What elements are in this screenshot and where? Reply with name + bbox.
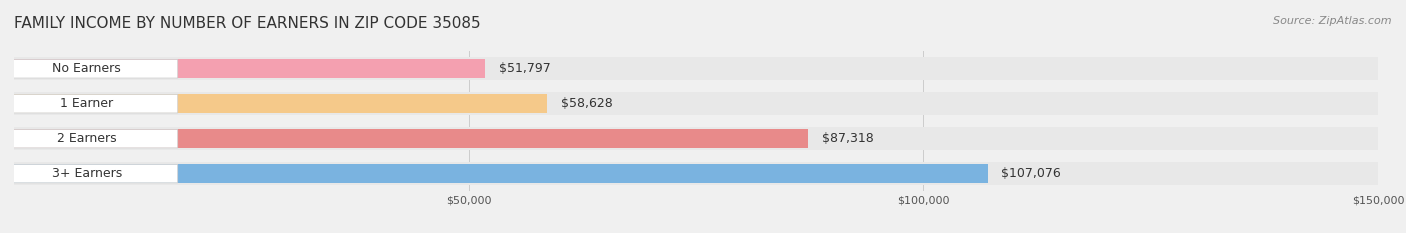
Text: FAMILY INCOME BY NUMBER OF EARNERS IN ZIP CODE 35085: FAMILY INCOME BY NUMBER OF EARNERS IN ZI…	[14, 16, 481, 31]
Text: $51,797: $51,797	[499, 62, 550, 75]
Bar	[14, 127, 1378, 150]
Bar	[14, 59, 485, 78]
Text: $58,628: $58,628	[561, 97, 613, 110]
Bar	[14, 162, 1378, 185]
FancyBboxPatch shape	[0, 59, 177, 78]
Text: 2 Earners: 2 Earners	[58, 132, 117, 145]
Text: $107,076: $107,076	[1001, 167, 1062, 180]
FancyBboxPatch shape	[0, 129, 177, 148]
FancyBboxPatch shape	[0, 164, 177, 183]
Text: No Earners: No Earners	[52, 62, 121, 75]
FancyBboxPatch shape	[0, 94, 177, 113]
Text: $87,318: $87,318	[821, 132, 873, 145]
Bar	[14, 94, 547, 113]
Bar	[14, 57, 1378, 80]
Bar	[14, 129, 808, 148]
Text: 3+ Earners: 3+ Earners	[52, 167, 122, 180]
Bar	[14, 92, 1378, 115]
Text: 1 Earner: 1 Earner	[60, 97, 114, 110]
Text: Source: ZipAtlas.com: Source: ZipAtlas.com	[1274, 16, 1392, 26]
Bar	[14, 164, 987, 183]
